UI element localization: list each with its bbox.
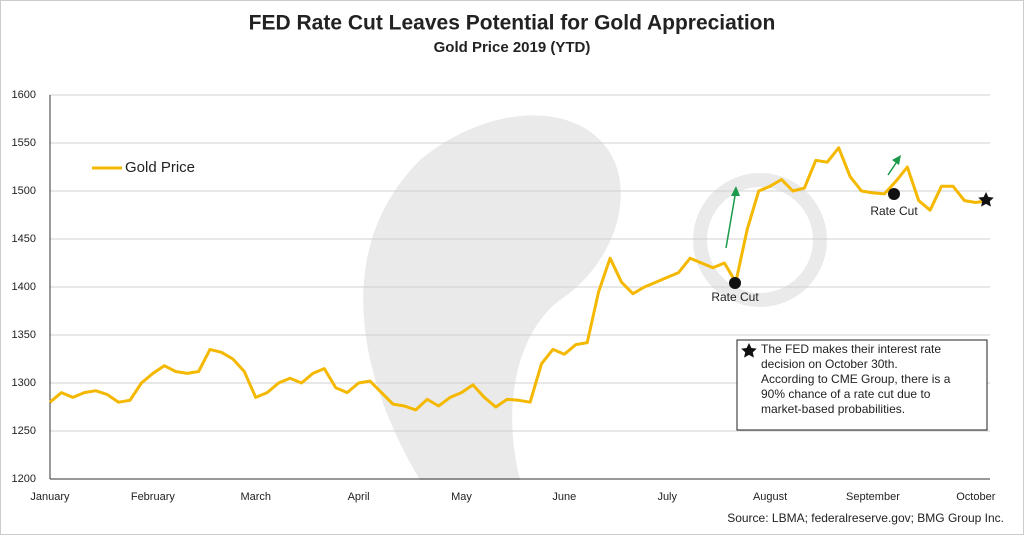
x-tick-label: September (846, 491, 900, 503)
note-line: The FED makes their interest rate (761, 342, 941, 356)
arrow-head (892, 155, 901, 165)
x-tick-label: October (956, 491, 995, 503)
x-tick-label: April (348, 491, 370, 503)
y-tick-label: 1550 (12, 137, 36, 149)
y-tick-label: 1200 (12, 473, 36, 485)
y-tick-label: 1350 (12, 329, 36, 341)
y-tick-label: 1250 (12, 425, 36, 437)
y-tick-label: 1500 (12, 185, 36, 197)
y-tick-label: 1450 (12, 233, 36, 245)
note: The FED makes their interest ratedecisio… (761, 342, 951, 416)
legend-label: Gold Price (125, 159, 195, 176)
x-tick-label: August (753, 491, 787, 503)
rate-cut-dot (888, 188, 900, 200)
x-tick-label: June (552, 491, 576, 503)
y-tick-label: 1600 (12, 89, 36, 101)
note-line: decision on October 30th. (761, 357, 898, 371)
arrow (725, 189, 737, 249)
note-box (736, 339, 988, 431)
x-tick-label: February (131, 491, 176, 503)
annotation: Rate Cut (711, 290, 759, 304)
rate-cut-dot (729, 277, 741, 289)
star (978, 192, 994, 207)
y-tick-label: 1400 (12, 281, 36, 293)
x-tick-label: July (657, 491, 677, 503)
note-line: 90% chance of a rate cut due to (761, 387, 931, 401)
watermark (363, 115, 827, 480)
line (49, 146, 988, 412)
x-tick-label: May (451, 491, 472, 503)
chart-title: FED Rate Cut Leaves Potential for Gold A… (249, 12, 776, 35)
plot: 1200 1250 1300 1350 1400 1450 1500 1550 1600 Janu… (12, 89, 996, 503)
source: Source: LBMA; federalreserve.gov; BMG Gr… (727, 511, 1004, 525)
y-tick-label: 1300 (12, 377, 36, 389)
note-line: market-based probabilities. (761, 402, 905, 416)
x-tick-label: March (240, 491, 271, 503)
x-tick-label: January (30, 491, 70, 503)
arrow-head (731, 186, 740, 196)
annotation: Rate Cut (870, 204, 918, 218)
chart-subtitle: Gold Price 2019 (YTD) (434, 39, 591, 56)
note-line: According to CME Group, there is a (761, 372, 951, 386)
note-star (741, 343, 757, 358)
